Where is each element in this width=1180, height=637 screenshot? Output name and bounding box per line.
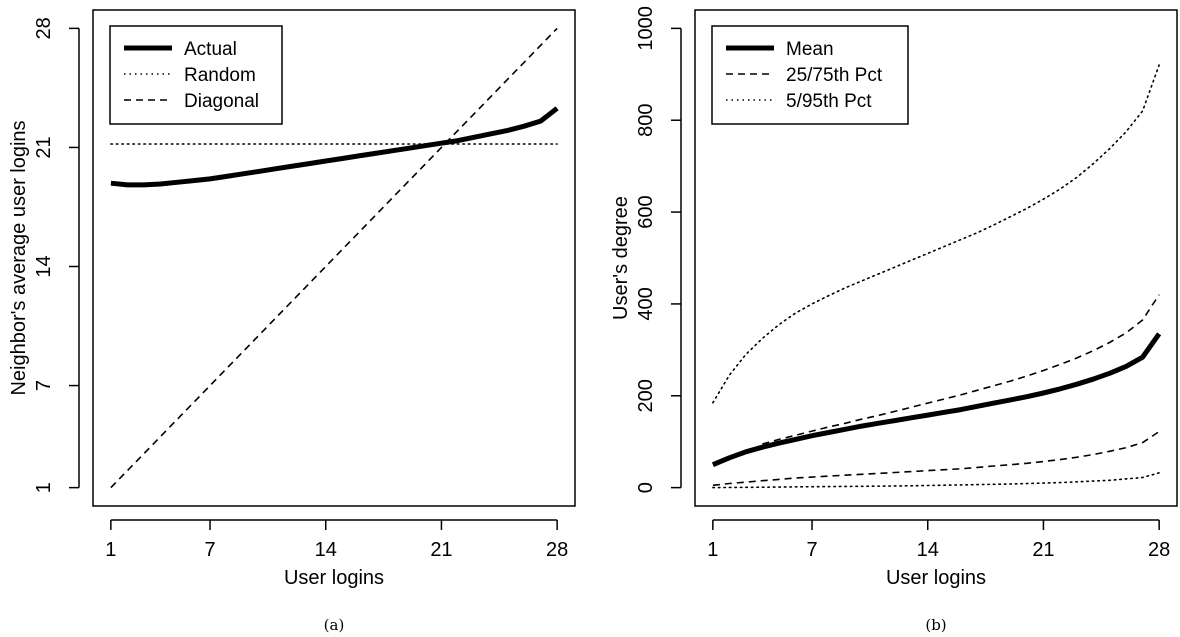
panel-b: 1 7 14 21 28 0 200 400 600 800 1000 User logins User…	[610, 6, 1178, 634]
legend: Mean 25/75th Pct 5/95th Pct	[711, 25, 909, 125]
x-tick-label: 21	[430, 539, 452, 561]
y-tick-label: 28	[33, 17, 55, 39]
plot-frame	[694, 9, 1178, 507]
x-tick-label: 14	[917, 539, 939, 561]
x-tick-label: 21	[1032, 539, 1054, 561]
y-tick-label: 0	[635, 482, 657, 493]
y-tick-label: 200	[635, 379, 657, 412]
x-axis-label: User logins	[886, 567, 986, 589]
x-tick-label: 1	[105, 539, 116, 561]
series-line-dotted-4	[712, 472, 1160, 489]
x-tick-label: 28	[546, 539, 568, 561]
y-tick-label: 14	[33, 255, 55, 277]
legend-label: Actual	[184, 39, 237, 60]
series-line-actual	[110, 106, 559, 188]
plot-frame	[92, 9, 576, 507]
x-tick-label: 7	[806, 539, 817, 561]
legend-box	[109, 25, 283, 125]
y-axis-label: Neighbor's average user logins	[8, 120, 30, 395]
legend-label: Mean	[786, 39, 834, 60]
series-line-mean	[711, 332, 1162, 468]
legend: Actual Random Diagonal	[109, 25, 283, 125]
y-tick-label: 600	[635, 195, 657, 228]
x-tick-label: 7	[204, 539, 215, 561]
legend-label: Random	[184, 65, 256, 86]
legend-label: Diagonal	[184, 91, 259, 112]
panel-a: 1 7 14 21 28 1 7 14 21 28 User logins Neighbor's av…	[8, 9, 576, 634]
legend-label: 5/95th Pct	[786, 91, 872, 112]
y-tick-label: 21	[33, 136, 55, 158]
series-line-dashed-2	[712, 430, 1160, 487]
legend-box	[711, 25, 909, 125]
series-line-diagonal	[110, 27, 558, 489]
y-axis-label: User's degree	[610, 196, 632, 320]
series-line-5-95th-pct	[712, 64, 1160, 404]
y-tick-label: 400	[635, 287, 657, 320]
y-tick-label: 1	[33, 482, 55, 493]
panel-caption: (a)	[324, 616, 345, 634]
legend-label: 25/75th Pct	[786, 65, 883, 86]
x-tick-label: 14	[315, 539, 337, 561]
x-tick-label: 28	[1148, 539, 1170, 561]
panel-caption: (b)	[925, 616, 946, 634]
x-tick-label: 1	[707, 539, 718, 561]
x-axis-label: User logins	[284, 567, 384, 589]
series-line-25-75th-pct	[762, 294, 1160, 445]
y-tick-label: 1000	[635, 6, 657, 51]
y-tick-label: 7	[33, 380, 55, 391]
y-tick-label: 800	[635, 104, 657, 137]
